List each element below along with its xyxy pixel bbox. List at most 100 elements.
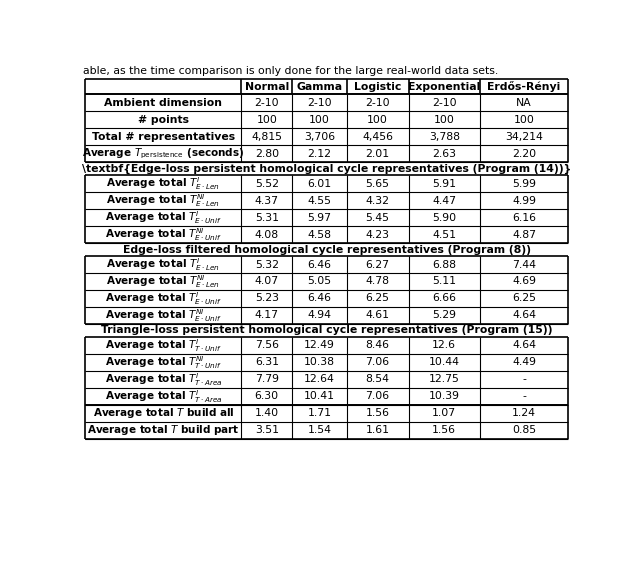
Text: 1.24: 1.24: [512, 408, 536, 418]
Text: # points: # points: [138, 115, 189, 125]
Text: 2.20: 2.20: [512, 149, 536, 158]
Text: 4.07: 4.07: [255, 277, 279, 287]
Text: 4.64: 4.64: [512, 341, 536, 351]
Text: 100: 100: [309, 115, 330, 125]
Text: 6.25: 6.25: [512, 293, 536, 303]
Text: 3,788: 3,788: [429, 132, 460, 142]
Text: 0.85: 0.85: [512, 425, 536, 435]
Text: 12.64: 12.64: [304, 374, 335, 384]
Text: -: -: [522, 374, 526, 384]
Text: Average total $T^{NI}_{T\cdot Unif}$: Average total $T^{NI}_{T\cdot Unif}$: [105, 354, 221, 371]
Text: Triangle-loss persistent homological cycle representatives (Program (15)): Triangle-loss persistent homological cyc…: [101, 325, 552, 336]
Text: 1.56: 1.56: [432, 425, 456, 435]
Text: NA: NA: [516, 98, 532, 108]
Text: 7.06: 7.06: [365, 391, 390, 401]
Text: Average total $T^{NI}_{E\cdot Len}$: Average total $T^{NI}_{E\cdot Len}$: [106, 192, 220, 209]
Text: 4.55: 4.55: [307, 196, 332, 206]
Text: 4.69: 4.69: [512, 277, 536, 287]
Text: 100: 100: [367, 115, 388, 125]
Text: Average total $T$ build all: Average total $T$ build all: [93, 406, 234, 420]
Text: 4.78: 4.78: [365, 277, 390, 287]
Text: 6.46: 6.46: [307, 260, 332, 270]
Text: Gamma: Gamma: [296, 81, 342, 92]
Text: 4.87: 4.87: [512, 229, 536, 239]
Text: 100: 100: [434, 115, 454, 125]
Text: 5.65: 5.65: [365, 179, 390, 189]
Text: 3.51: 3.51: [255, 425, 279, 435]
Text: Edge-loss filtered homological cycle representatives (Program (8)): Edge-loss filtered homological cycle rep…: [123, 244, 531, 255]
Text: 4.99: 4.99: [512, 196, 536, 206]
Text: 4.17: 4.17: [255, 310, 279, 320]
Text: 5.97: 5.97: [307, 212, 332, 223]
Text: 100: 100: [257, 115, 277, 125]
Text: 2-10: 2-10: [255, 98, 279, 108]
Text: 6.27: 6.27: [365, 260, 390, 270]
Text: 2.01: 2.01: [365, 149, 390, 158]
Text: 5.05: 5.05: [307, 277, 332, 287]
Text: 5.32: 5.32: [255, 260, 279, 270]
Text: 1.71: 1.71: [307, 408, 332, 418]
Text: 4.64: 4.64: [512, 310, 536, 320]
Text: 4.47: 4.47: [432, 196, 456, 206]
Text: 4.49: 4.49: [512, 357, 536, 368]
Text: 12.75: 12.75: [429, 374, 460, 384]
Text: Average total $T$ build part: Average total $T$ build part: [87, 423, 239, 437]
Text: 10.38: 10.38: [304, 357, 335, 368]
Text: Average total $T^{I}_{T\cdot Area}$: Average total $T^{I}_{T\cdot Area}$: [104, 388, 222, 405]
Text: Average total $T^{I}_{E\cdot Unif}$: Average total $T^{I}_{E\cdot Unif}$: [105, 290, 221, 307]
Text: 6.88: 6.88: [432, 260, 456, 270]
Text: Average total $T^{I}_{E\cdot Unif}$: Average total $T^{I}_{E\cdot Unif}$: [105, 209, 221, 226]
Text: 4.61: 4.61: [365, 310, 390, 320]
Text: 12.6: 12.6: [432, 341, 456, 351]
Text: 4.08: 4.08: [255, 229, 279, 239]
Text: 4.51: 4.51: [432, 229, 456, 239]
Text: 10.39: 10.39: [429, 391, 460, 401]
Text: 4,456: 4,456: [362, 132, 393, 142]
Text: 5.52: 5.52: [255, 179, 279, 189]
Text: 6.25: 6.25: [365, 293, 390, 303]
Text: 12.49: 12.49: [304, 341, 335, 351]
Text: \textbf{Edge-loss persistent homological cycle representatives (Program (14))}: \textbf{Edge-loss persistent homological…: [82, 164, 572, 174]
Text: 7.79: 7.79: [255, 374, 279, 384]
Text: 3,706: 3,706: [304, 132, 335, 142]
Text: Average total $T^{I}_{E\cdot Len}$: Average total $T^{I}_{E\cdot Len}$: [106, 256, 220, 273]
Text: 6.16: 6.16: [512, 212, 536, 223]
Text: 4,815: 4,815: [252, 132, 282, 142]
Text: 8.54: 8.54: [365, 374, 390, 384]
Text: 2-10: 2-10: [365, 98, 390, 108]
Text: able, as the time comparison is only done for the large real-world data sets.: able, as the time comparison is only don…: [83, 66, 499, 76]
Text: 5.45: 5.45: [365, 212, 390, 223]
Text: 2-10: 2-10: [432, 98, 456, 108]
Text: Logistic: Logistic: [354, 81, 401, 92]
Text: Average total $T^{NI}_{E\cdot Unif}$: Average total $T^{NI}_{E\cdot Unif}$: [105, 307, 221, 324]
Text: Normal: Normal: [244, 81, 289, 92]
Text: 1.40: 1.40: [255, 408, 279, 418]
Text: 5.90: 5.90: [432, 212, 456, 223]
Text: 2-10: 2-10: [307, 98, 332, 108]
Text: 6.01: 6.01: [307, 179, 332, 189]
Text: Average total $T^{I}_{E\cdot Len}$: Average total $T^{I}_{E\cdot Len}$: [106, 175, 220, 192]
Text: 10.41: 10.41: [304, 391, 335, 401]
Text: 5.91: 5.91: [432, 179, 456, 189]
Text: 1.61: 1.61: [365, 425, 390, 435]
Text: 8.46: 8.46: [365, 341, 390, 351]
Text: 5.29: 5.29: [432, 310, 456, 320]
Text: Ambient dimension: Ambient dimension: [104, 98, 222, 108]
Text: Average total $T^{NI}_{E\cdot Unif}$: Average total $T^{NI}_{E\cdot Unif}$: [105, 226, 221, 243]
Text: Total # representatives: Total # representatives: [92, 132, 235, 142]
Text: 6.46: 6.46: [307, 293, 332, 303]
Text: 1.56: 1.56: [365, 408, 390, 418]
Text: 34,214: 34,214: [505, 132, 543, 142]
Text: 100: 100: [514, 115, 534, 125]
Text: 7.06: 7.06: [365, 357, 390, 368]
Text: 10.44: 10.44: [429, 357, 460, 368]
Text: 5.99: 5.99: [512, 179, 536, 189]
Text: 5.23: 5.23: [255, 293, 279, 303]
Text: 2.12: 2.12: [307, 149, 332, 158]
Text: Exponential: Exponential: [408, 81, 481, 92]
Text: 4.23: 4.23: [365, 229, 390, 239]
Text: 5.31: 5.31: [255, 212, 279, 223]
Text: 7.56: 7.56: [255, 341, 279, 351]
Text: Average total $T^{I}_{T\cdot Area}$: Average total $T^{I}_{T\cdot Area}$: [104, 371, 222, 388]
Text: 6.30: 6.30: [255, 391, 279, 401]
